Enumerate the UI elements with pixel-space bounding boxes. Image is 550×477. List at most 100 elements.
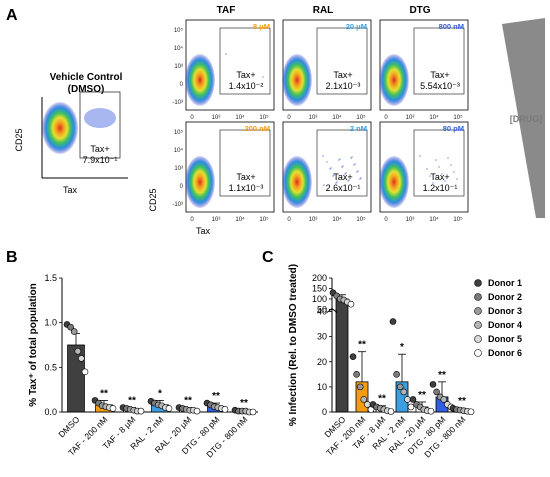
donor-point xyxy=(407,403,415,411)
control-axis-y: CD25 xyxy=(14,128,24,151)
y-tick-label: 100 xyxy=(312,294,327,304)
flow-concentration: 800 nM xyxy=(439,22,464,31)
flow-event-dot xyxy=(344,173,346,175)
flow-tick-y: 10⁵ xyxy=(174,27,184,34)
flow-tick-x: 0 xyxy=(190,217,194,223)
flow-gate-value: 2.1x10⁻³ xyxy=(326,81,361,91)
donor-point xyxy=(78,355,85,362)
grid-axis-y: CD25 xyxy=(148,188,158,211)
flow-event-dot xyxy=(453,171,455,173)
panel-label-b: B xyxy=(6,249,18,266)
flow-tick-x: 0 xyxy=(384,115,388,121)
drug-header-taf: TAF xyxy=(217,5,236,16)
legend-label: Donor 2 xyxy=(488,292,522,302)
legend-label: Donor 6 xyxy=(488,348,522,358)
donor-point xyxy=(396,383,404,391)
flow-tick-y: 0 xyxy=(180,82,184,88)
y-tick-label: 1.0 xyxy=(44,318,57,328)
flow-plot-3: 800 nM Tax+5.54x10⁻³ 0 10³ 10⁴ 10⁵ xyxy=(379,19,469,121)
flow-event-dot xyxy=(444,180,446,182)
flow-plot-2: 20 μM Tax+2.1x10⁻³ 0 10³ 10⁴ 10⁵ xyxy=(282,19,372,121)
flow-gate-label: Tax+ xyxy=(236,172,255,182)
flow-event-dot xyxy=(345,172,347,174)
flow-event-dot xyxy=(335,182,337,184)
flow-tick-x: 10³ xyxy=(406,217,415,223)
flow-density-cloud xyxy=(379,54,409,106)
flow-density-cloud xyxy=(185,156,215,208)
flow-tick-y: 10⁴ xyxy=(174,45,184,52)
significance-mark: ** xyxy=(212,391,220,402)
flow-density-cloud xyxy=(282,54,312,106)
significance-mark: * xyxy=(400,342,404,353)
flow-event-dot xyxy=(225,53,227,55)
flow-tick-x: 10⁴ xyxy=(332,114,342,121)
flow-gate xyxy=(316,129,368,197)
significance-mark: ** xyxy=(240,398,248,409)
flow-tick-x: 10³ xyxy=(309,115,318,121)
drug-header-ral: RAL xyxy=(313,5,334,16)
donor-point xyxy=(409,396,417,403)
flow-tick-y: 10³ xyxy=(174,64,183,70)
donor-point xyxy=(429,381,437,388)
legend-marker xyxy=(474,335,482,343)
flow-tick-x: 10⁴ xyxy=(429,114,439,121)
control-density-cloud xyxy=(42,102,78,154)
y-tick-label: 0.0 xyxy=(44,407,57,417)
flow-event-dot xyxy=(330,167,332,169)
flow-density-cloud xyxy=(185,54,215,106)
flow-event-dot xyxy=(456,178,458,180)
x-tick-label: DMSO xyxy=(56,414,81,439)
control-axis-x: Tax xyxy=(63,185,78,195)
legend-label: Donor 5 xyxy=(488,334,522,344)
significance-mark: ** xyxy=(128,396,136,407)
flow-event-dot xyxy=(435,159,437,161)
flow-event-dot xyxy=(348,179,350,181)
flow-event-dot xyxy=(322,155,324,157)
legend-marker xyxy=(474,279,482,287)
flow-gate-value: 2.6x10⁻¹ xyxy=(326,183,361,193)
flow-event-dot xyxy=(342,165,344,167)
chart-b: DMSO**TAF - 200 nM**TAF - 8 μM*RAL - 2 n… xyxy=(28,273,258,459)
flow-plot-6: 80 pM Tax+1.2x10⁻¹ 0 10³ 10⁴ 10⁵ xyxy=(379,121,469,223)
flow-tick-x: 0 xyxy=(384,217,388,223)
flow-gate-label: Tax+ xyxy=(430,70,449,80)
donor-point xyxy=(389,318,397,325)
flow-event-dot xyxy=(326,161,328,163)
flow-tick-x: 0 xyxy=(190,115,194,121)
flow-event-dot xyxy=(354,163,356,165)
flow-gate-label: Tax+ xyxy=(430,172,449,182)
donor-point xyxy=(393,371,400,378)
significance-mark: ** xyxy=(378,394,386,405)
chart-c: DMSO**TAF - 200 nM**TAF - 8 μM*RAL - 2 n… xyxy=(288,264,522,460)
flow-gate-value: 1.1x10⁻³ xyxy=(229,183,264,193)
flow-event-dot xyxy=(353,164,355,166)
flow-gate-value: 5.54x10⁻³ xyxy=(420,81,460,91)
donor-point xyxy=(404,396,411,403)
flow-event-dot xyxy=(323,184,325,186)
flow-event-dot xyxy=(333,174,335,176)
flow-event-dot xyxy=(350,157,352,159)
donor-point xyxy=(349,353,357,361)
legend-label: Donor 3 xyxy=(488,306,522,316)
flow-tick-x: 10⁵ xyxy=(453,216,463,223)
donor-point xyxy=(353,371,360,378)
flow-gate xyxy=(413,129,465,197)
flow-event-dot xyxy=(426,168,428,170)
axis-break-mark xyxy=(326,307,338,313)
flow-event-dot xyxy=(339,158,341,160)
grid-axis-x: Tax xyxy=(196,226,211,236)
significance-mark: ** xyxy=(100,388,108,399)
flow-tick-x: 10⁴ xyxy=(332,216,342,223)
flow-density-cloud xyxy=(379,156,409,208)
flow-concentration: 20 μM xyxy=(346,22,367,31)
donor-point xyxy=(467,408,475,416)
y-tick-label: 1.5 xyxy=(44,273,57,283)
flow-tick-x: 10⁵ xyxy=(453,114,463,121)
significance-mark: ** xyxy=(358,340,366,351)
bar xyxy=(335,298,349,413)
flow-gate xyxy=(316,27,368,95)
flow-event-dot xyxy=(329,168,331,170)
donor-point xyxy=(67,323,74,331)
donor-point xyxy=(347,300,355,308)
